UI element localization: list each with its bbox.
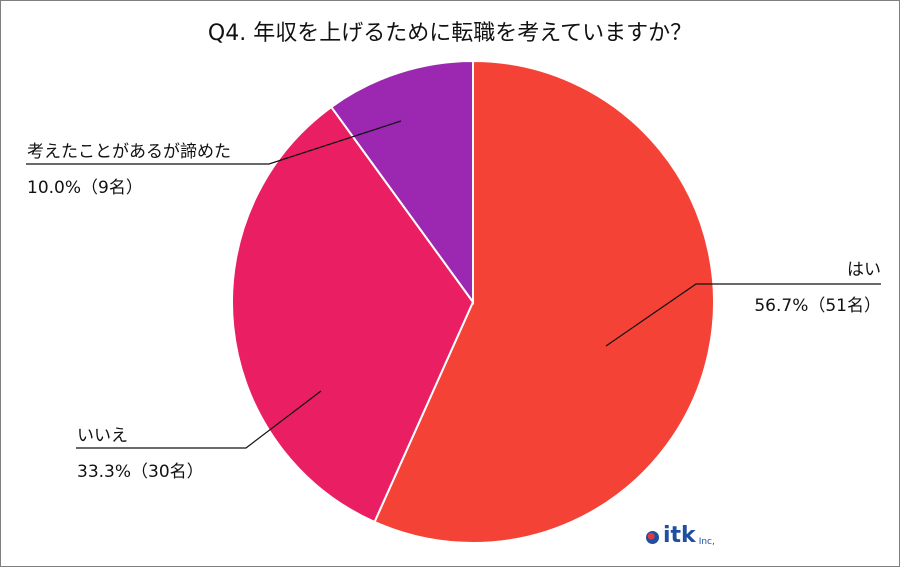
leader-line [26, 120, 402, 165]
slice-label-yes: はい [847, 260, 881, 280]
logo-suffix: Inc, [698, 537, 715, 547]
slice-label-gave-up: 考えたことがあるが諦めた [27, 142, 231, 162]
slice-no [231, 105, 475, 524]
slice-value-gave-up: 10.0%（9名） [27, 178, 143, 198]
slice-yes [373, 59, 715, 544]
slice-value-no: 33.3%（30名） [77, 462, 204, 482]
globe-icon [646, 531, 659, 544]
logo-text: itk [663, 523, 696, 548]
slice-gave-up [329, 59, 474, 306]
chart-title: Q4. 年収を上げるために転職を考えていますか？ [207, 21, 693, 46]
slice-value-yes: 56.7%（51名） [754, 296, 881, 316]
leader-line [605, 283, 881, 347]
slice-label-no: いいえ [77, 426, 128, 446]
itk-logo: itk Inc, [646, 525, 715, 547]
leader-line [76, 390, 322, 449]
